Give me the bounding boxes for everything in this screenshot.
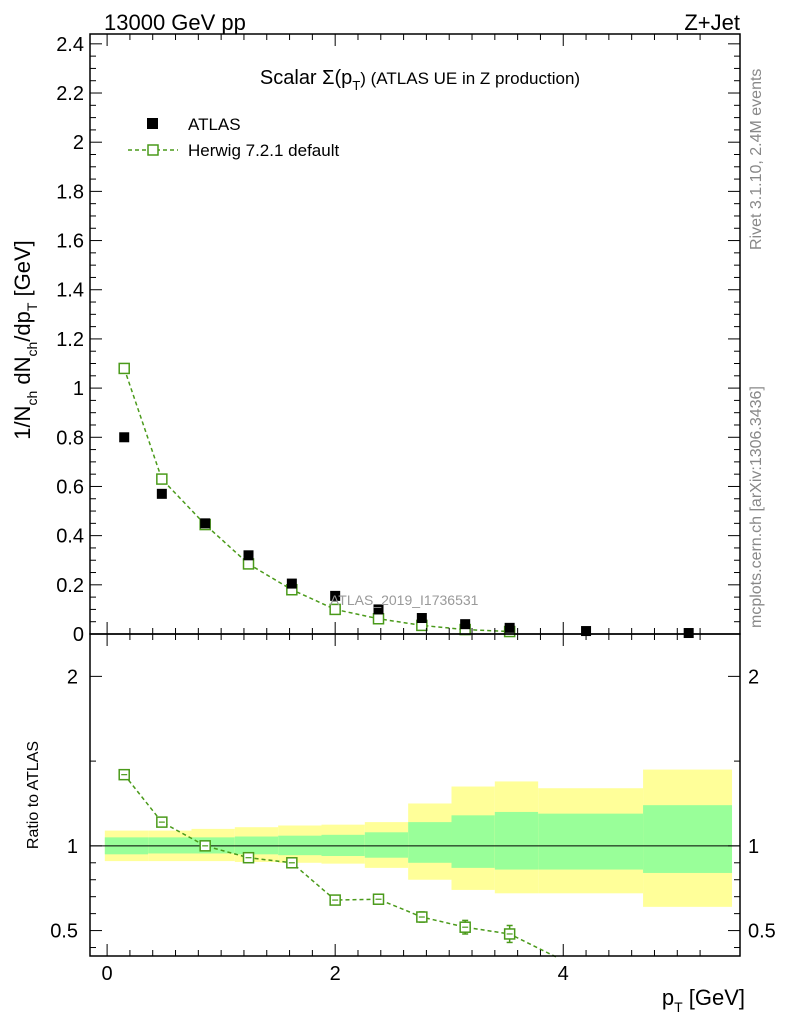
atlas-point: [683, 628, 694, 639]
ratio-tick-label-left: 1: [67, 836, 78, 858]
xlabel-sub: T: [674, 999, 683, 1015]
y-tick-label: 1.8: [56, 181, 84, 203]
ylabel-p2: dN: [10, 357, 35, 391]
y-tick-label: 1.4: [56, 280, 84, 302]
herwig-point: [329, 603, 341, 616]
ratio-y-label: Ratio to ATLAS: [25, 741, 42, 849]
atlas-point: [330, 590, 341, 601]
herwig-point: [118, 362, 130, 375]
y-tick-label: 1: [73, 378, 84, 400]
atlas-point: [416, 613, 427, 624]
y-tick-label: 2.4: [56, 34, 84, 56]
main-series-layer: [118, 362, 694, 639]
xlabel-main: p: [662, 985, 674, 1010]
x-tick-label: 2: [330, 963, 341, 985]
ratio-series-layer: [118, 768, 558, 959]
herwig-line: [123, 368, 510, 633]
herwig-point: [156, 473, 168, 485]
ylabel-p6: [GeV]: [10, 240, 35, 302]
chart-title: Scalar Σ(pT) (ATLAS UE in Z production): [260, 67, 580, 93]
y-tick-label: 0.4: [56, 526, 84, 548]
legend: ATLAS Herwig 7.2.1 default: [128, 115, 339, 160]
atlas-point: [243, 550, 254, 561]
legend-label-atlas: ATLAS: [188, 115, 241, 134]
ratio-tick-label-left: 0.5: [50, 921, 78, 943]
y-tick-label: 1.6: [56, 231, 84, 253]
atlas-point: [373, 604, 384, 615]
atlas-point: [119, 432, 130, 443]
ylabel-p0: 1/N: [10, 406, 35, 440]
legend-marker-herwig: [147, 144, 159, 156]
ratio-tick-label-right: 1: [748, 836, 759, 858]
x-axis-label: pT [GeV]: [662, 985, 745, 1015]
header-right: Z+Jet: [684, 10, 740, 35]
y-tick-label: 1.2: [56, 329, 84, 351]
title-sub: T: [352, 78, 360, 93]
mcplots-label: mcplots.cern.ch [arXiv:1306.3436]: [748, 386, 765, 628]
band-green-bin: [451, 815, 495, 868]
y-tick-label: 2.2: [56, 83, 84, 105]
y-axis-label: 1/Nch dNch/dpT [GeV]: [10, 240, 40, 440]
ylabel-p4: /dp: [10, 311, 35, 342]
herwig-point: [372, 613, 385, 625]
ylabel-p3: ch: [24, 342, 40, 357]
y-tick-label: 0.6: [56, 476, 84, 498]
atlas-point: [286, 578, 297, 589]
header-left: 13000 GeV pp: [104, 10, 246, 35]
ylabel-p5: T: [24, 302, 40, 311]
ratio-tick-label-left: 2: [67, 666, 78, 688]
x-tick-label: 0: [102, 963, 113, 985]
herwig-point: [242, 558, 255, 570]
band-green-bin: [408, 822, 452, 863]
atlas-point: [504, 622, 515, 633]
atlas-point: [156, 488, 167, 499]
title-prefix: Scalar Σ(p: [260, 67, 352, 89]
axes-layer: 0 2 4 0 0.2 0.4 0.6 0.8 1 1.2 1.4 1.6 1.8 2 2.2 2.4 0.5 0…: [50, 33, 776, 985]
ratio-frame: [89, 633, 741, 957]
band-green-bin: [538, 813, 644, 870]
ratio-tick-label-right: 2: [748, 666, 759, 688]
legend-label-herwig: Herwig 7.2.1 default: [188, 141, 339, 160]
title-suffix: ) (ATLAS UE in Z production): [360, 69, 580, 88]
rivet-label: Rivet 3.1.10, 2.4M events: [748, 69, 765, 250]
y-tick-label: 2: [73, 132, 84, 154]
band-green-bin: [494, 811, 539, 870]
y-tick-label: 0.2: [56, 575, 84, 597]
ylabel-p1: ch: [24, 391, 40, 406]
ratio-bands-layer: [90, 769, 740, 907]
band-green-bin: [643, 805, 733, 873]
atlas-point: [200, 518, 211, 529]
x-tick-label: 4: [558, 963, 569, 985]
watermark: ATLAS_2019_I1736531: [330, 592, 479, 608]
band-green-bin: [364, 832, 409, 858]
xlabel-unit: [GeV]: [683, 985, 745, 1010]
y-tick-label: 0.8: [56, 427, 84, 449]
ratio-tick-label-right: 0.5: [748, 921, 776, 943]
legend-marker-atlas: [147, 118, 158, 129]
atlas-point: [460, 619, 471, 630]
y-tick-label: 0: [73, 624, 84, 646]
